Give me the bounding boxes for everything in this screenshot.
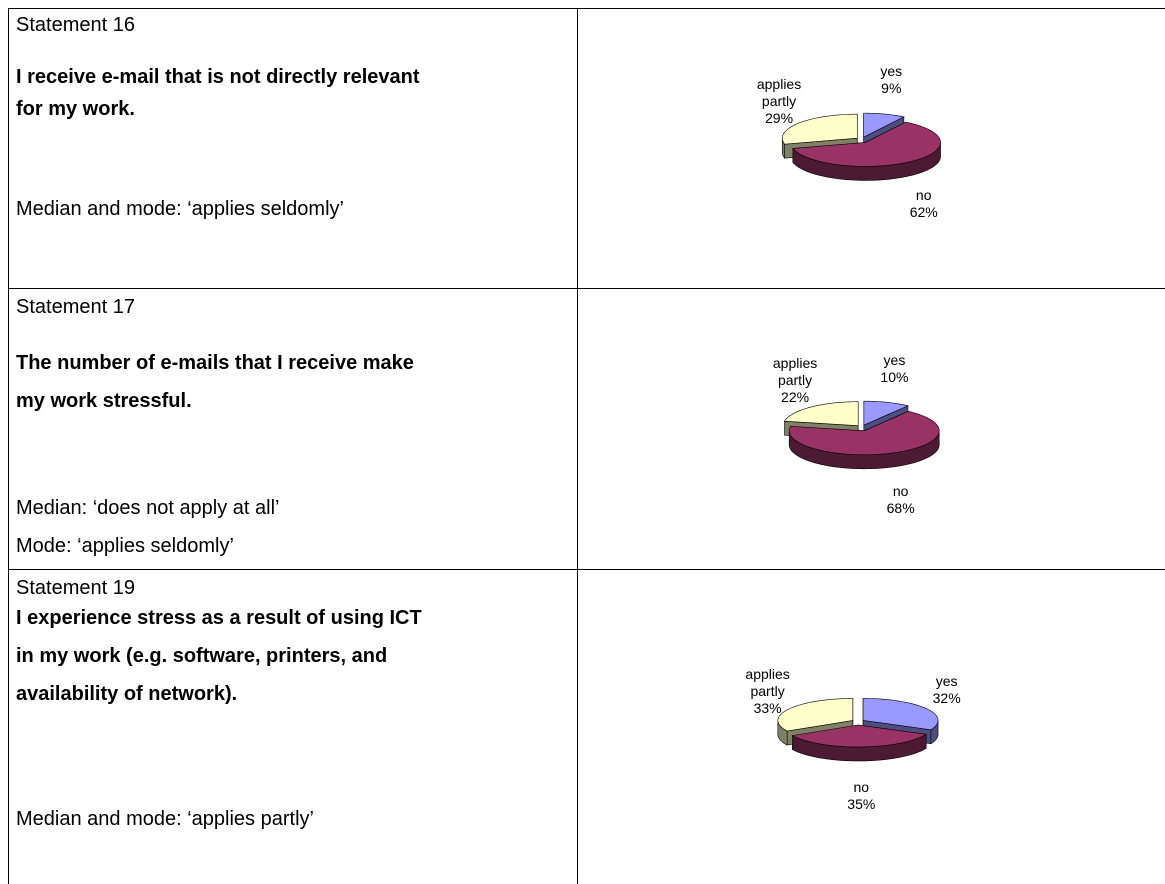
pie-slice bbox=[862, 698, 939, 731]
pie-label: yes 10% bbox=[859, 352, 929, 386]
pie-label-value: 9% bbox=[881, 80, 902, 97]
pie-label-value: 35% bbox=[847, 795, 876, 812]
pie-label: applies partly 33% bbox=[733, 666, 803, 717]
pie-label-category: applies partly bbox=[756, 76, 802, 110]
pie-label-category: no bbox=[853, 778, 870, 795]
statement-text: my work stressful. bbox=[16, 390, 192, 412]
pie-label-category: applies partly bbox=[745, 665, 790, 699]
statement-label: Statement 19 bbox=[16, 577, 135, 599]
pie-label: no 68% bbox=[866, 483, 936, 517]
statement-note: Median and mode: ‘applies partly’ bbox=[16, 808, 314, 830]
pie-label: no 62% bbox=[889, 187, 959, 221]
pie-label: applies partly 22% bbox=[760, 355, 830, 406]
pie-label-value: 68% bbox=[886, 499, 915, 516]
statement-text: availability of network). bbox=[16, 683, 238, 705]
pie-label-category: yes bbox=[880, 63, 903, 80]
pie-label-value: 22% bbox=[781, 388, 810, 405]
statement-text: I experience stress as a result of using… bbox=[16, 607, 422, 629]
row-border bbox=[8, 569, 1165, 570]
pie-slice bbox=[791, 724, 927, 748]
statement-label: Statement 16 bbox=[16, 14, 135, 36]
statement-text: in my work (e.g. software, printers, and bbox=[16, 645, 388, 667]
pie-slice bbox=[792, 121, 941, 167]
pie-slice bbox=[863, 112, 905, 138]
pie-slice bbox=[788, 411, 940, 456]
pie-label: yes 32% bbox=[912, 673, 982, 707]
statement-text: I receive e-mail that is not directly re… bbox=[16, 66, 420, 88]
pie-label: yes 9% bbox=[856, 63, 926, 97]
pie-slice bbox=[781, 113, 858, 145]
row-border bbox=[8, 8, 1165, 9]
pie-label: applies partly 29% bbox=[744, 76, 814, 127]
pie-label: no 35% bbox=[826, 779, 896, 813]
statement-label: Statement 17 bbox=[16, 296, 135, 318]
pie-label-value: 33% bbox=[753, 699, 782, 716]
pie-label-category: yes bbox=[883, 352, 906, 369]
pie-label-value: 62% bbox=[909, 204, 938, 221]
pie-slice bbox=[783, 401, 859, 427]
pie-label-category: no bbox=[915, 187, 932, 204]
pie-label-value: 10% bbox=[880, 369, 909, 386]
statement-text: The number of e-mails that I receive mak… bbox=[16, 352, 414, 374]
pie-label-value: 32% bbox=[932, 689, 961, 706]
pie-label-category: applies partly bbox=[772, 354, 818, 388]
statement-text: for my work. bbox=[16, 98, 135, 120]
pie-label-category: yes bbox=[935, 672, 958, 689]
pie-label-value: 29% bbox=[765, 110, 794, 127]
column-border bbox=[8, 8, 9, 884]
row-border bbox=[8, 288, 1165, 289]
statement-note: Mode: ‘applies seldomly’ bbox=[16, 535, 234, 557]
pie-slice bbox=[863, 400, 909, 426]
column-border bbox=[577, 8, 578, 884]
pie-slice bbox=[777, 698, 854, 732]
statement-note: Median and mode: ‘applies seldomly’ bbox=[16, 198, 344, 220]
statement-note: Median: ‘does not apply at all’ bbox=[16, 497, 280, 519]
pie-label-category: no bbox=[892, 482, 909, 499]
